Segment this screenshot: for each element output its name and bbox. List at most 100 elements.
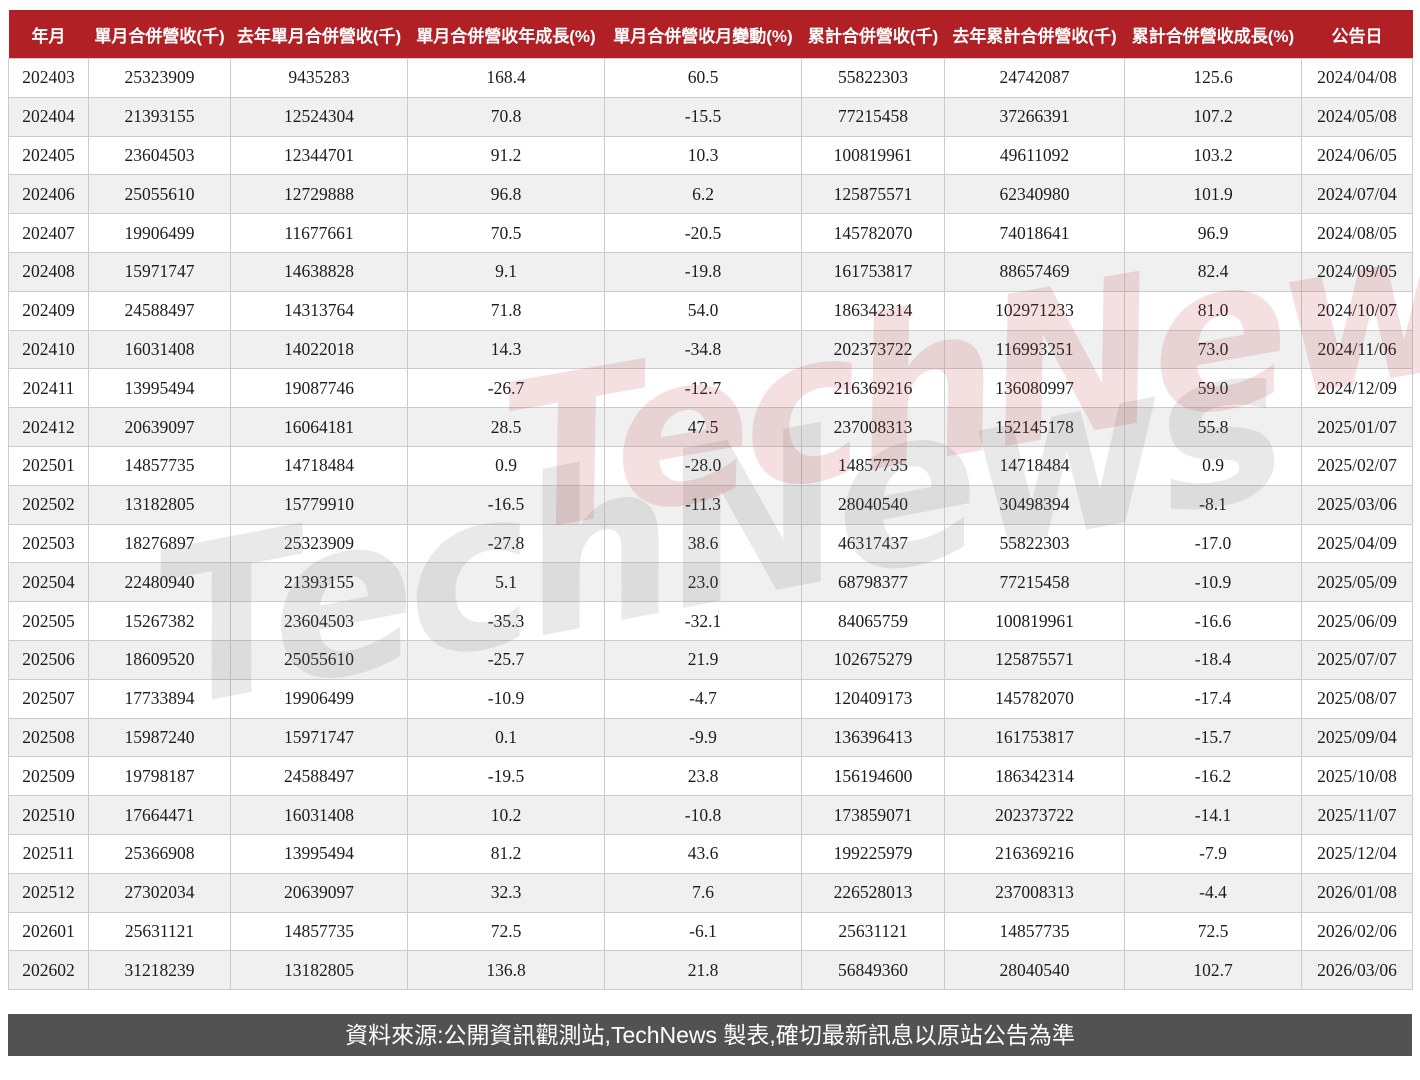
table-header: 年月 單月合併營收(千) 去年單月合併營收(千) 單月合併營收年成長(%) 單月合併營收…	[8, 10, 1413, 59]
cell: 21393155	[88, 96, 231, 137]
cell: -7.9	[1124, 833, 1302, 874]
cell: 24588497	[230, 756, 408, 797]
cell: 19087746	[230, 368, 408, 409]
cell: 0.9	[407, 445, 605, 486]
cell: 14857735	[801, 445, 945, 486]
table-row: 202410 16031408 14022018 14.3 -34.8 202373722…	[8, 329, 1413, 370]
cell: 2025/09/04	[1301, 717, 1413, 758]
cell: 72.5	[1124, 911, 1302, 952]
cell: 202505	[8, 601, 89, 641]
cell: -16.6	[1124, 601, 1302, 641]
cell: 14718484	[944, 445, 1125, 486]
cell: 49611092	[944, 135, 1125, 176]
cell: 13995494	[88, 368, 231, 409]
cell: 125875571	[801, 174, 945, 215]
cell: 73.0	[1124, 329, 1302, 370]
column-header: 公告日	[1301, 10, 1413, 59]
cell: 17664471	[88, 795, 231, 835]
cell: 7.6	[604, 872, 802, 913]
cell: 2025/07/07	[1301, 639, 1413, 680]
cell: 202511	[8, 833, 89, 874]
cell: 237008313	[801, 407, 945, 447]
cell: 91.2	[407, 135, 605, 176]
table-row: 202407 19906499 11677661 70.5 -20.5 145782070…	[8, 213, 1413, 253]
cell: 116993251	[944, 329, 1125, 370]
cell: 202601	[8, 911, 89, 952]
cell: 96.8	[407, 174, 605, 215]
cell: 237008313	[944, 872, 1125, 913]
cell: 0.9	[1124, 445, 1302, 486]
cell: 70.8	[407, 96, 605, 137]
cell: 100819961	[801, 135, 945, 176]
cell: -12.7	[604, 368, 802, 409]
cell: 145782070	[944, 678, 1125, 719]
cell: 125.6	[1124, 58, 1302, 98]
cell: 16031408	[230, 795, 408, 835]
cell: 202503	[8, 523, 89, 564]
table-row: 202405 23604503 12344701 91.2 10.3 100819961 4…	[8, 135, 1413, 176]
cell: 216369216	[944, 833, 1125, 874]
cell: 68798377	[801, 562, 945, 603]
cell: 14857735	[230, 911, 408, 952]
cell: 2024/10/07	[1301, 290, 1413, 331]
cell: 81.2	[407, 833, 605, 874]
cell: -8.1	[1124, 484, 1302, 525]
cell: -27.8	[407, 523, 605, 564]
cell: 2024/08/05	[1301, 213, 1413, 253]
cell: 125875571	[944, 639, 1125, 680]
column-header: 單月合併營收月變動(%)	[604, 10, 802, 59]
cell: 84065759	[801, 601, 945, 641]
cell: 23604503	[88, 135, 231, 176]
cell: 145782070	[801, 213, 945, 253]
cell: 2024/07/04	[1301, 174, 1413, 215]
cell: 202410	[8, 329, 89, 370]
column-header: 去年累計合併營收(千)	[944, 10, 1125, 59]
cell: 168.4	[407, 58, 605, 98]
cell: 25631121	[801, 911, 945, 952]
cell: 12344701	[230, 135, 408, 176]
cell: 82.4	[1124, 251, 1302, 292]
cell: 24742087	[944, 58, 1125, 98]
cell: 18609520	[88, 639, 231, 680]
cell: 20639097	[88, 407, 231, 447]
cell: 2026/01/08	[1301, 872, 1413, 913]
cell: 12524304	[230, 96, 408, 137]
cell: 32.3	[407, 872, 605, 913]
cell: -11.3	[604, 484, 802, 525]
cell: 20639097	[230, 872, 408, 913]
table-body: 202403 25323909 9435283 168.4 60.5 55822303 24…	[8, 58, 1413, 991]
cell: 2026/02/06	[1301, 911, 1413, 952]
cell: 30498394	[944, 484, 1125, 525]
cell: 60.5	[604, 58, 802, 98]
cell: 23604503	[230, 601, 408, 641]
cell: 56849360	[801, 950, 945, 991]
revenue-table: 年月 單月合併營收(千) 去年單月合併營收(千) 單月合併營收年成長(%) 單月合併營收…	[8, 10, 1413, 991]
table-row: 202411 13995494 19087746 -26.7 -12.7 21636921…	[8, 368, 1413, 409]
table-row: 202503 18276897 25323909 -27.8 38.6 46317437 5…	[8, 523, 1413, 564]
cell: -32.1	[604, 601, 802, 641]
cell: 173859071	[801, 795, 945, 835]
cell: 2025/05/09	[1301, 562, 1413, 603]
cell: 216369216	[801, 368, 945, 409]
cell: 25323909	[230, 523, 408, 564]
table-row: 202408 15971747 14638828 9.1 -19.8 161753817 8…	[8, 251, 1413, 292]
cell: 21.8	[604, 950, 802, 991]
cell: 107.2	[1124, 96, 1302, 137]
table-row: 202403 25323909 9435283 168.4 60.5 55822303 24…	[8, 58, 1413, 98]
revenue-table-container: 年月 單月合併營收(千) 去年單月合併營收(千) 單月合併營收年成長(%) 單月合併營收…	[8, 10, 1413, 991]
cell: -6.1	[604, 911, 802, 952]
cell: 14638828	[230, 251, 408, 292]
cell: 72.5	[407, 911, 605, 952]
cell: 54.0	[604, 290, 802, 331]
cell: 14857735	[88, 445, 231, 486]
cell: 55.8	[1124, 407, 1302, 447]
cell: 102971233	[944, 290, 1125, 331]
cell: 5.1	[407, 562, 605, 603]
column-header: 累計合併營收成長(%)	[1124, 10, 1302, 59]
cell: 2025/11/07	[1301, 795, 1413, 835]
cell: 186342314	[801, 290, 945, 331]
cell: 161753817	[801, 251, 945, 292]
cell: 202405	[8, 135, 89, 176]
cell: -4.4	[1124, 872, 1302, 913]
cell: 10.3	[604, 135, 802, 176]
